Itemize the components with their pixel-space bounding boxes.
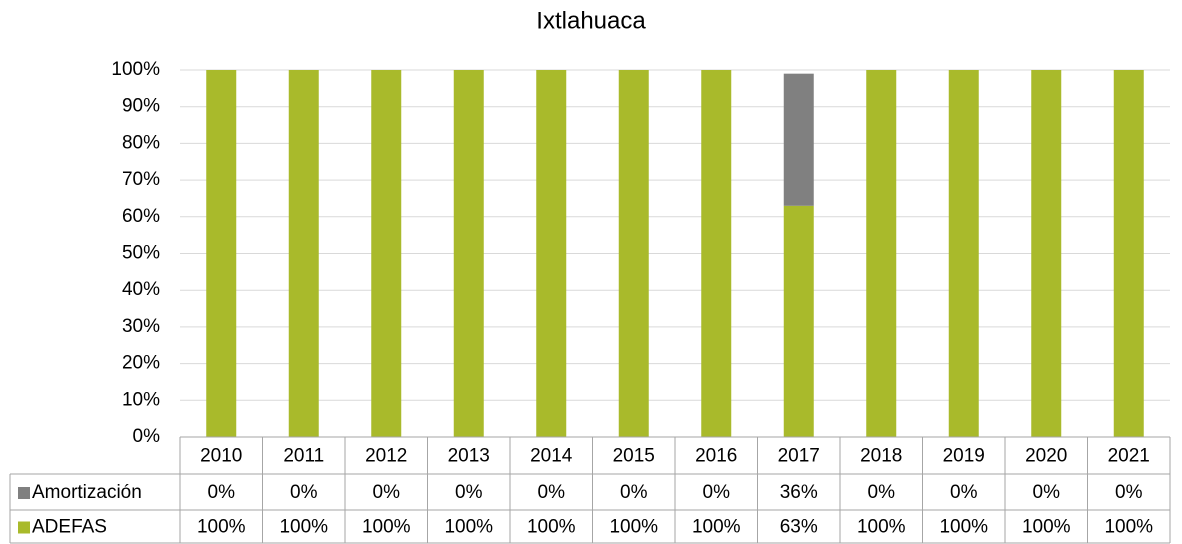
chart-title: Ixtlahuaca	[536, 7, 646, 34]
data-label: 0%	[373, 482, 401, 503]
bar-segment	[288, 70, 319, 437]
data-label: 100%	[692, 517, 741, 538]
bar-segment	[1113, 70, 1144, 437]
data-label: 0%	[290, 482, 318, 503]
data-label: 100%	[939, 517, 988, 538]
legend-label: Amortización	[32, 482, 142, 503]
bar-segment	[206, 70, 237, 437]
data-label: 100%	[1022, 517, 1071, 538]
y-tick-label: 20%	[122, 353, 160, 374]
bar-segment	[453, 70, 484, 437]
data-label: 100%	[279, 517, 328, 538]
y-tick-label: 30%	[122, 316, 160, 337]
x-tick-label: 2020	[1025, 446, 1067, 467]
y-tick-label: 50%	[122, 243, 160, 264]
y-tick-label: 90%	[122, 96, 160, 117]
y-tick-label: 40%	[122, 279, 160, 300]
y-tick-label: 70%	[122, 169, 160, 190]
x-tick-label: 2012	[365, 446, 407, 467]
data-label: 36%	[780, 482, 818, 503]
x-tick-label: 2014	[530, 446, 573, 467]
bar-segment	[618, 70, 649, 437]
y-tick-label: 60%	[122, 206, 160, 227]
bar-segment	[536, 70, 567, 437]
data-label: 0%	[208, 482, 236, 503]
x-tick-label: 2013	[448, 446, 490, 467]
x-tick-label: 2018	[860, 446, 902, 467]
x-tick-label: 2017	[778, 446, 820, 467]
data-label: 0%	[703, 482, 731, 503]
data-label: 100%	[857, 517, 906, 538]
x-tick-label: 2016	[695, 446, 737, 467]
y-tick-label: 100%	[111, 59, 160, 80]
data-label: 100%	[527, 517, 576, 538]
legend-swatch	[18, 487, 30, 499]
bar-segment	[866, 70, 897, 437]
bar-segment	[783, 205, 814, 437]
data-label: 0%	[455, 482, 483, 503]
y-tick-label: 0%	[133, 426, 161, 447]
x-tick-label: 2010	[200, 446, 242, 467]
data-label: 0%	[1115, 482, 1143, 503]
data-label: 63%	[780, 517, 818, 538]
bar-segment	[948, 70, 979, 437]
data-label: 0%	[950, 482, 978, 503]
bar-segment	[783, 73, 814, 206]
bar-segment	[701, 70, 732, 437]
data-label: 100%	[609, 517, 658, 538]
x-tick-label: 2015	[613, 446, 655, 467]
legend-label: ADEFAS	[32, 517, 107, 538]
data-label: 100%	[362, 517, 411, 538]
legend-swatch	[18, 521, 30, 534]
y-tick-label: 10%	[122, 389, 160, 410]
data-label: 0%	[538, 482, 566, 503]
y-tick-label: 80%	[122, 132, 160, 153]
data-label: 0%	[868, 482, 896, 503]
bar-segment	[1031, 70, 1062, 437]
x-tick-label: 2011	[283, 446, 324, 467]
x-tick-label: 2021	[1108, 446, 1150, 467]
data-label: 0%	[1033, 482, 1061, 503]
data-label: 100%	[197, 517, 246, 538]
data-label: 100%	[444, 517, 493, 538]
bar-segment	[371, 70, 402, 437]
x-tick-label: 2019	[943, 446, 985, 467]
data-label: 100%	[1104, 517, 1153, 538]
data-label: 0%	[620, 482, 648, 503]
